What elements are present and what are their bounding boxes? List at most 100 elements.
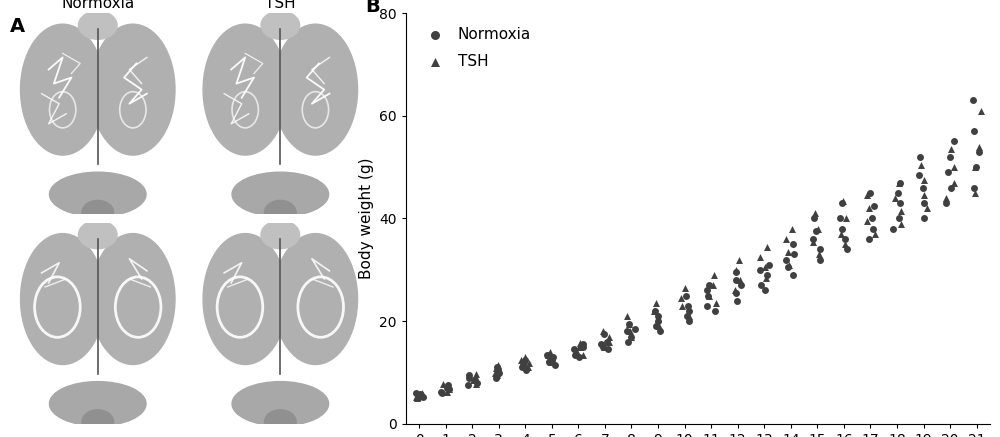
TSH [705, 282, 721, 289]
TSH [835, 197, 851, 204]
Normoxia [461, 371, 477, 378]
Normoxia [866, 202, 882, 209]
TSH [601, 338, 617, 345]
TSH [731, 256, 747, 263]
Normoxia [600, 346, 616, 353]
Normoxia [752, 266, 768, 274]
Normoxia [545, 354, 561, 361]
Ellipse shape [82, 410, 114, 434]
TSH [622, 328, 638, 335]
TSH [938, 194, 954, 201]
Normoxia [943, 184, 959, 191]
Normoxia [439, 385, 455, 392]
TSH [838, 215, 854, 222]
TSH [701, 292, 717, 299]
Ellipse shape [82, 201, 114, 225]
Normoxia [805, 236, 821, 243]
TSH [541, 355, 557, 362]
Ellipse shape [91, 234, 175, 364]
TSH [967, 163, 983, 170]
TSH [674, 302, 690, 309]
Ellipse shape [261, 11, 300, 39]
TSH [780, 248, 796, 255]
Normoxia [812, 256, 828, 263]
Normoxia [575, 341, 591, 348]
Normoxia [785, 271, 801, 278]
Normoxia [757, 287, 773, 294]
Title: Normoxia: Normoxia [61, 0, 134, 10]
Normoxia [916, 200, 932, 207]
TSH [752, 253, 768, 260]
Ellipse shape [261, 221, 300, 249]
Ellipse shape [49, 382, 146, 426]
TSH [595, 328, 611, 335]
Normoxia [566, 346, 582, 353]
Normoxia [890, 189, 906, 196]
TSH [572, 339, 588, 346]
Normoxia [942, 153, 958, 160]
Normoxia [707, 307, 723, 314]
TSH [859, 192, 875, 199]
Ellipse shape [78, 221, 117, 249]
TSH [891, 179, 907, 186]
TSH [540, 351, 556, 358]
Normoxia [567, 351, 583, 358]
Normoxia [621, 320, 637, 327]
TSH [919, 205, 935, 212]
Normoxia [834, 200, 850, 207]
Normoxia [701, 282, 717, 289]
Ellipse shape [203, 234, 287, 364]
TSH [784, 225, 800, 232]
Normoxia [780, 264, 796, 271]
Normoxia [971, 148, 987, 155]
TSH [596, 343, 612, 350]
Normoxia [516, 359, 532, 366]
TSH [916, 177, 932, 184]
Normoxia [441, 385, 457, 392]
Normoxia [514, 364, 530, 371]
Normoxia [864, 215, 880, 222]
Normoxia [575, 343, 591, 350]
Normoxia [410, 395, 426, 402]
Normoxia [652, 328, 668, 335]
TSH [811, 251, 827, 258]
TSH [757, 264, 773, 271]
Normoxia [541, 359, 557, 366]
TSH [837, 241, 853, 248]
TSH [943, 146, 959, 153]
Normoxia [415, 394, 431, 401]
TSH [439, 388, 455, 395]
Normoxia [885, 225, 901, 232]
Normoxia [650, 318, 666, 325]
Normoxia [761, 261, 777, 268]
Normoxia [966, 128, 982, 135]
Ellipse shape [21, 234, 105, 364]
Normoxia [916, 215, 932, 222]
TSH [542, 348, 558, 355]
TSH [681, 312, 697, 319]
Normoxia [571, 354, 587, 361]
Normoxia [728, 277, 744, 284]
TSH [758, 274, 774, 281]
Normoxia [460, 382, 476, 389]
Normoxia [678, 292, 694, 299]
TSH [441, 385, 457, 392]
Normoxia [892, 179, 908, 186]
Normoxia [733, 282, 749, 289]
Normoxia [595, 343, 611, 350]
TSH [867, 230, 883, 237]
Normoxia [753, 282, 769, 289]
TSH [971, 143, 987, 150]
TSH [619, 312, 635, 319]
TSH [727, 287, 743, 294]
Normoxia [728, 289, 744, 296]
TSH [489, 371, 505, 378]
TSH [759, 243, 775, 250]
Normoxia [700, 292, 716, 299]
Ellipse shape [91, 24, 175, 155]
Normoxia [778, 256, 794, 263]
Normoxia [433, 388, 449, 395]
Ellipse shape [265, 410, 296, 434]
Normoxia [408, 390, 424, 397]
TSH [833, 230, 849, 237]
